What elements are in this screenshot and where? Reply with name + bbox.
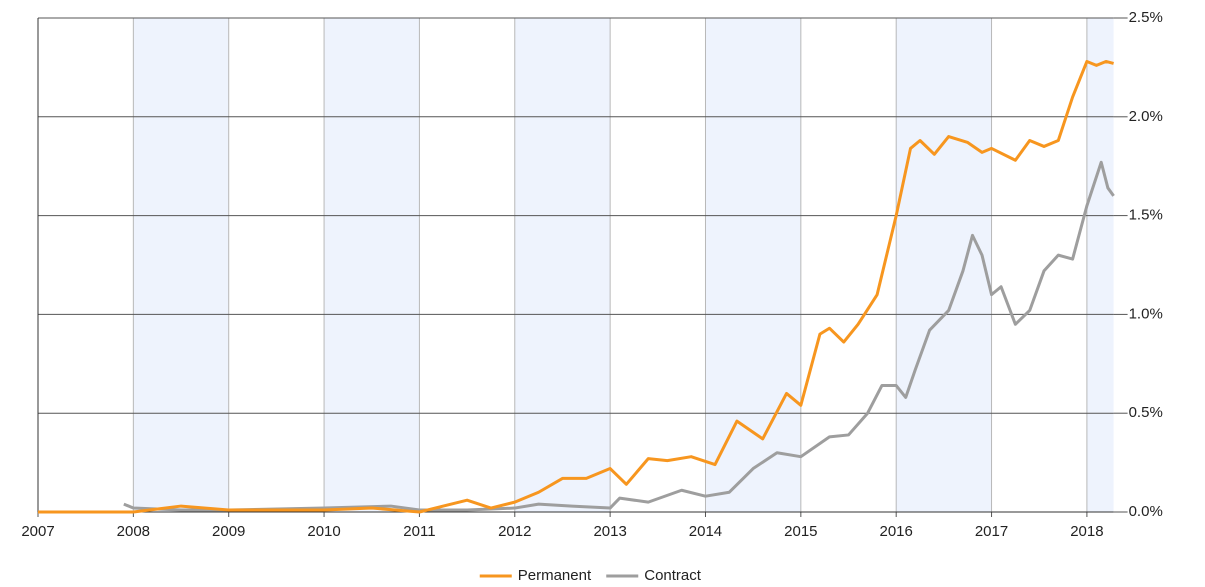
band [324,18,420,512]
x-tick-label: 2011 [403,523,435,540]
y-tick-label: 0.0% [1129,503,1163,520]
x-tick-label: 2012 [498,523,531,540]
x-tick-label: 2009 [212,523,245,540]
band [896,18,992,512]
y-tick-label: 2.0% [1129,108,1163,125]
x-tick-label: 2014 [689,523,722,540]
x-tick-label: 2010 [307,523,340,540]
x-tick-label: 2013 [593,523,626,540]
legend-label: Permanent [518,567,592,584]
series-line [123,160,1115,512]
band [514,18,611,512]
x-tick-label: 2015 [784,523,817,540]
legend-label: Contract [644,567,702,584]
x-tick-label: 2007 [21,523,54,540]
band [133,18,229,512]
x-tick-label: 2008 [117,523,150,540]
y-tick-label: 1.0% [1129,305,1163,322]
y-tick-label: 1.5% [1129,207,1163,224]
y-tick-label: 0.5% [1129,404,1163,421]
band [705,18,801,512]
series-line [38,59,1114,514]
y-tick-label: 2.5% [1129,9,1163,26]
x-tick-label: 2018 [1070,523,1103,540]
band [1086,18,1114,512]
x-tick-label: 2017 [975,523,1008,540]
x-tick-label: 2016 [880,523,913,540]
